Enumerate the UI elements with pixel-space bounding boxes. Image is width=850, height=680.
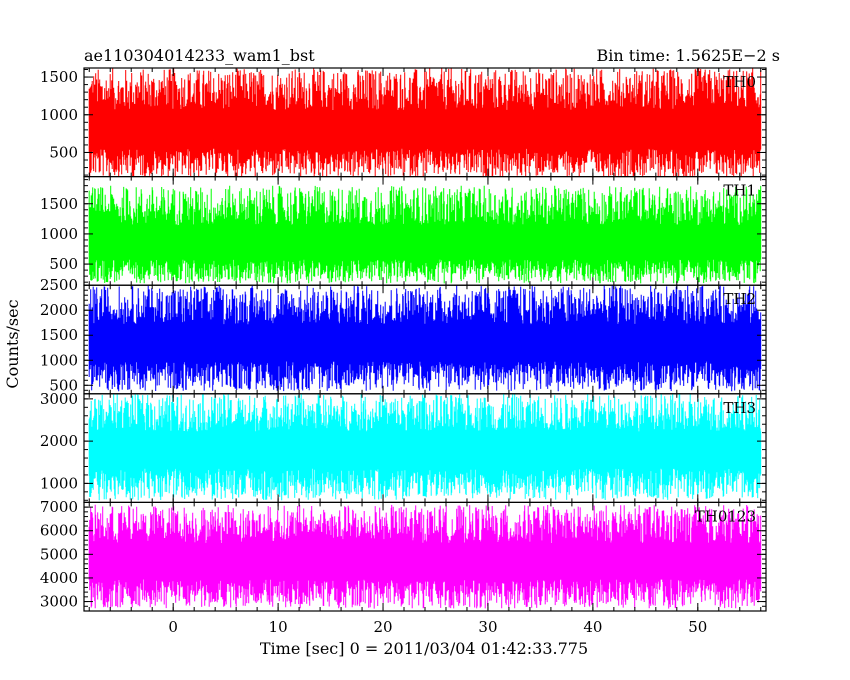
y-tick-label: 1000: [40, 106, 78, 124]
series-th0: [88, 68, 762, 177]
panel-th0123: 3000 4000 5000 6000 7000 TH0123: [40, 498, 767, 612]
panel-th3: 1000 2000 3000 TH3: [40, 390, 767, 503]
y-tick-label: 6000: [40, 522, 78, 540]
x-tick-label: 20: [373, 618, 392, 636]
series-th0123: [88, 504, 762, 609]
y-tick-label: 2000: [40, 301, 78, 319]
y-tick-label: 1500: [40, 195, 78, 213]
y-tick-label: 1000: [40, 474, 78, 492]
x-axis-label: Time [sec] 0 = 2011/03/04 01:42:33.775: [260, 639, 588, 658]
x-tick-label: 50: [688, 618, 707, 636]
y-tick-label: 3000: [40, 593, 78, 611]
y-tick-label: 4000: [40, 569, 78, 587]
y-tick-label: 1000: [40, 351, 78, 369]
y-tick-label: 500: [49, 255, 78, 273]
panels-group: 500 1000 1500 TH0 500 1000 1500 TH1 500 1000 1500 2…: [40, 67, 767, 612]
y-tick-label: 500: [49, 376, 78, 394]
panel-label: TH2: [723, 290, 756, 308]
series-th2: [88, 285, 762, 392]
y-tick-label: 7000: [40, 498, 78, 516]
x-tick-label: 0: [168, 618, 178, 636]
y-tick-label: 2500: [40, 276, 78, 294]
y-tick-label: 1500: [40, 326, 78, 344]
panel-label: TH1: [723, 182, 756, 200]
y-tick-label: 1000: [40, 225, 78, 243]
y-tick-label: 2000: [40, 432, 78, 450]
series-th1: [88, 185, 762, 284]
x-tick-label: 40: [583, 618, 602, 636]
x-tick-label: 30: [478, 618, 497, 636]
panel-label: TH0123: [695, 507, 756, 525]
panel-th0: 500 1000 1500 TH0: [40, 67, 767, 178]
series-th3: [88, 393, 762, 501]
x-axis: 0 10 20 30 40 50: [168, 618, 707, 636]
y-tick-label: 5000: [40, 545, 78, 563]
header-bin-time: Bin time: 1.5625E−2 s: [597, 46, 780, 65]
x-tick-label: 10: [269, 618, 288, 636]
y-tick-label: 3000: [40, 390, 78, 408]
panel-label: TH3: [723, 399, 756, 417]
panel-th2: 500 1000 1500 2000 2500 TH2: [40, 276, 767, 395]
y-tick-label: 1500: [40, 68, 78, 86]
panel-th1: 500 1000 1500 TH1: [40, 176, 767, 286]
header-title: ae110304014233_wam1_bst: [84, 46, 315, 65]
y-axis-label: Counts/sec: [3, 299, 22, 388]
y-tick-label: 500: [49, 143, 78, 161]
panel-label: TH0: [723, 73, 756, 91]
